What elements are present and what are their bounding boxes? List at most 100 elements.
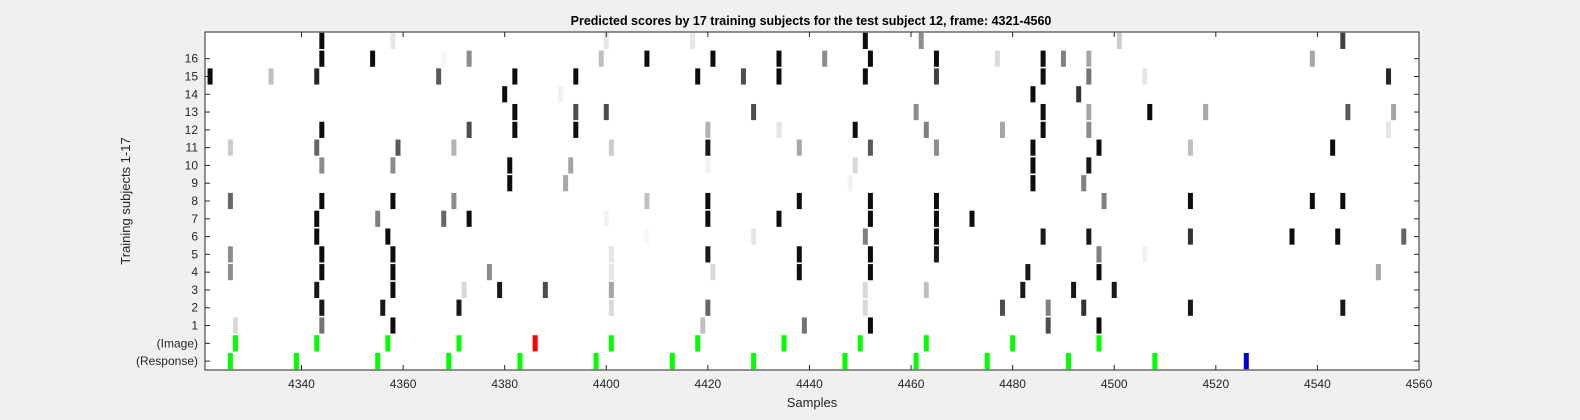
heatmap-cell [1096,139,1102,156]
heatmap-cell [740,68,746,85]
heatmap-cell [705,157,711,174]
y-tick-label: 13 [185,105,199,119]
heatmap-cell [390,281,396,299]
heatmap-cell [466,210,472,227]
heatmap-cell [390,32,396,49]
heatmap-cell [862,299,868,316]
heatmap-cell [776,68,782,85]
y-tick-label: (Response) [136,354,198,368]
heatmap-cell [852,157,858,174]
heatmap-cell [923,335,929,352]
heatmap-cell [512,121,518,138]
heatmap-cell [933,50,939,67]
x-tick-label: 4440 [796,377,823,391]
heatmap-cell [867,192,873,210]
heatmap-cell [227,264,233,281]
heatmap-cell [862,281,868,299]
heatmap-cell [390,246,396,263]
heatmap-cell [573,103,579,121]
heatmap-cell [486,264,492,281]
chart-title: Predicted scores by 17 training subjects… [571,14,1052,28]
y-tick-label: 14 [185,87,199,101]
heatmap-cell [603,103,609,121]
heatmap-cell [842,353,848,370]
y-tick-label: 7 [191,212,198,226]
heatmap-cell [385,335,391,352]
heatmap-cell [1142,68,1148,85]
heatmap-cell [862,32,868,49]
heatmap-cell [705,246,711,263]
heatmap-cell [1147,103,1153,121]
heatmap-cell [1340,299,1346,316]
heatmap-cell [507,157,513,174]
x-tick-label: 4460 [898,377,925,391]
heatmap-cell [227,353,233,370]
y-tick-label: 2 [191,301,198,315]
x-tick-label: 4380 [491,377,518,391]
heatmap-cell [1116,32,1122,49]
heatmap-cell [822,50,828,67]
heatmap-cell [1096,335,1102,352]
heatmap-cell [776,210,782,227]
heatmap-cell [1086,103,1092,121]
heatmap-cell [497,281,503,299]
heatmap-cell [796,264,802,281]
heatmap-cell [796,192,802,210]
x-tick-label: 4500 [1101,377,1128,391]
heatmap-cell [1401,228,1407,245]
heatmap-cell [1330,139,1336,156]
x-tick-label: 4420 [695,377,722,391]
x-tick-label: 4540 [1304,377,1331,391]
heatmap-cell [232,317,238,334]
y-tick-label: 11 [186,141,199,155]
heatmap-cell [1111,281,1117,299]
heatmap-cell [1086,68,1092,85]
heatmap-cell [466,121,472,138]
y-tick-label: 8 [191,194,198,208]
heatmap-cell [705,139,711,156]
heatmap-cell [451,139,457,156]
heatmap-cell [1030,157,1036,174]
heatmap-cell [390,192,396,210]
heatmap-cell [451,192,457,210]
heatmap-cell [1309,192,1315,210]
plot-frame [204,31,1420,371]
heatmap-cell [227,139,233,156]
heatmap-cell [390,317,396,334]
heatmap-cell [918,32,924,49]
y-axis-label: Training subjects 1-17 [118,137,133,264]
heatmap-cell [314,68,320,85]
heatmap-cell [1040,50,1046,67]
heatmap-cell [1081,299,1087,316]
heatmap-cell [867,210,873,227]
heatmap-cell [608,264,614,281]
heatmap-cell [456,335,462,352]
heatmap-cell [319,32,325,49]
heatmap-cell [1386,121,1392,138]
heatmap-cell [1187,228,1193,245]
heatmap-cell [751,353,757,370]
heatmap-cell [1030,86,1036,103]
heatmap-cell [319,192,325,210]
heatmap-cell [568,157,574,174]
heatmap-cell [390,264,396,281]
heatmap-cell [1045,299,1051,316]
heatmap-cell [999,121,1005,138]
heatmap-cell [517,353,523,370]
y-tick-label: 5 [191,247,198,261]
heatmap-cell [852,121,858,138]
heatmap-cell [862,68,868,85]
y-tick-label: 9 [191,176,198,190]
heatmap-cell [436,68,442,85]
heatmap-cell [1040,228,1046,245]
heatmap-cell [801,317,807,334]
heatmap-cell [705,210,711,227]
heatmap-cell [796,139,802,156]
heatmap-cell [1066,353,1072,370]
heatmap-cell [1086,50,1092,67]
heatmap-cell [933,192,939,210]
heatmap-cell [705,299,711,316]
